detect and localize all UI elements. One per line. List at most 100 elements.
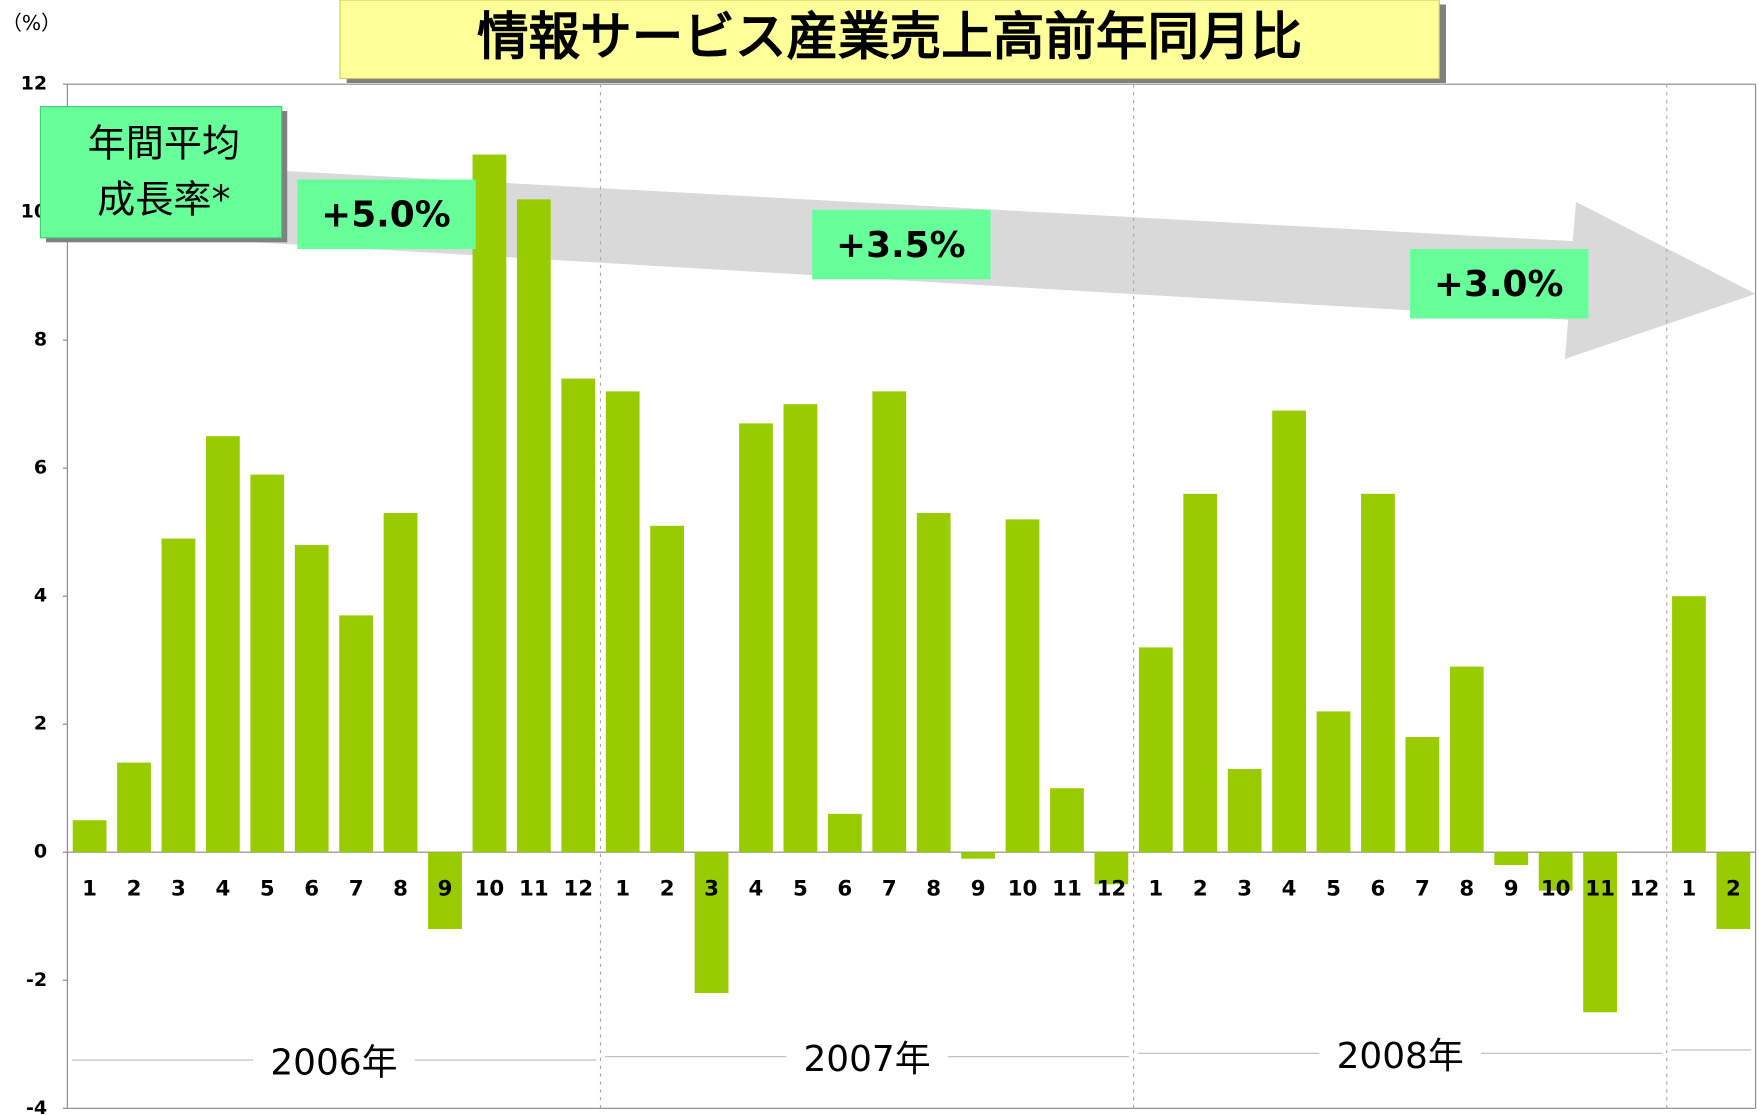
bar xyxy=(339,615,374,853)
chart-title: 情報サービス産業売上高前年同月比 xyxy=(477,7,1302,67)
bar xyxy=(1005,519,1040,853)
x-tick-label: 9 xyxy=(438,877,453,902)
bar xyxy=(827,813,862,853)
x-tick-label: 7 xyxy=(882,877,897,902)
bar xyxy=(1094,852,1129,885)
year-label: 2008年 xyxy=(1337,1036,1464,1077)
growth-rate-box xyxy=(297,179,476,250)
x-tick-label: 1 xyxy=(1148,877,1163,902)
bar xyxy=(872,391,907,853)
bar xyxy=(1672,596,1706,853)
x-tick-label: 7 xyxy=(1415,877,1430,902)
bar xyxy=(561,378,596,853)
bar xyxy=(694,852,729,994)
bar xyxy=(1716,852,1751,930)
year-label: 2006年 xyxy=(270,1043,397,1084)
growth-rate: +3.5% xyxy=(836,225,966,266)
bar xyxy=(1361,493,1395,853)
x-tick-label: 5 xyxy=(1326,877,1341,902)
bar xyxy=(1316,711,1351,853)
y-tick-label: 8 xyxy=(34,329,47,351)
bar xyxy=(1405,737,1440,853)
x-tick-label: 1 xyxy=(615,877,630,902)
x-tick-label: 12 xyxy=(1097,877,1127,902)
bar xyxy=(1583,852,1617,1013)
x-tick-label: 4 xyxy=(749,877,764,902)
growth-rate: +3.0% xyxy=(1434,264,1564,305)
x-tick-label: 2 xyxy=(1726,877,1741,902)
title-box xyxy=(339,0,1440,80)
x-tick-label: 2 xyxy=(127,877,142,902)
bar xyxy=(516,199,551,853)
bar xyxy=(428,852,462,930)
bar xyxy=(650,525,685,853)
growth-box-label: 年間平均 xyxy=(88,121,241,165)
bar xyxy=(294,544,329,853)
x-tick-label: 4 xyxy=(215,877,230,902)
bar xyxy=(161,538,196,853)
x-tick-label: 6 xyxy=(1371,877,1386,902)
bar xyxy=(250,474,285,853)
y-tick-label: -4 xyxy=(26,1097,47,1115)
bar xyxy=(72,820,107,853)
x-tick-label: 9 xyxy=(971,877,986,902)
x-tick-label: 10 xyxy=(475,877,505,902)
x-tick-label: 11 xyxy=(519,877,549,902)
bar xyxy=(1272,410,1306,853)
growth-box xyxy=(39,106,283,239)
bar xyxy=(1449,666,1484,853)
growth-rate-box xyxy=(1410,249,1589,319)
x-tick-label: 3 xyxy=(704,877,719,902)
x-tick-label: 7 xyxy=(349,877,364,902)
overlay: 1 2 3 4 5 6 7 8 9 10 11 12 1 2 3 4 5 6 7 8 9 10 11 12 1 2 3 4 5 6 7 8 9 1… xyxy=(39,106,1752,1084)
y-tick-label: 0 xyxy=(34,841,47,863)
y-tick-label: 6 xyxy=(34,457,47,479)
bar xyxy=(383,512,418,853)
x-tick-label: 3 xyxy=(171,877,186,902)
y-tick-label: -2 xyxy=(26,969,47,991)
bar xyxy=(1138,647,1173,853)
x-tick-label: 6 xyxy=(837,877,852,902)
bar xyxy=(1183,493,1218,853)
bar xyxy=(472,154,507,853)
x-tick-label: 5 xyxy=(260,877,275,902)
x-tick-label: 12 xyxy=(1630,877,1660,902)
x-tick-label: 12 xyxy=(563,877,593,902)
trend-arrow xyxy=(235,168,1756,359)
x-tick-label: 11 xyxy=(1052,877,1082,902)
bar xyxy=(117,762,151,853)
x-tick-label: 11 xyxy=(1585,877,1615,902)
x-tick-label: 1 xyxy=(1682,877,1697,902)
growth-box-label: 成長率* xyxy=(97,177,230,221)
bar xyxy=(916,512,951,853)
bar xyxy=(1050,788,1084,853)
x-tick-label: 2 xyxy=(1193,877,1208,902)
x-tick-label: 5 xyxy=(793,877,808,902)
x-tick-label: 1 xyxy=(82,877,97,902)
bar xyxy=(783,404,818,853)
x-tick-label: 3 xyxy=(1237,877,1252,902)
x-tick-label: 9 xyxy=(1504,877,1519,902)
bar xyxy=(1494,852,1529,866)
y-tick-label: 2 xyxy=(34,713,47,735)
x-tick-label: 10 xyxy=(1541,877,1571,902)
x-tick-label: 6 xyxy=(304,877,319,902)
bar xyxy=(1538,852,1573,891)
y-unit: （%） xyxy=(2,11,62,35)
x-tick-label: 8 xyxy=(926,877,941,902)
x-tick-label: 4 xyxy=(1282,877,1297,902)
year-label: 2007年 xyxy=(803,1039,930,1080)
y-tick-label: 12 xyxy=(21,73,48,95)
bar xyxy=(961,852,995,859)
bar xyxy=(739,423,773,853)
x-tick-label: 8 xyxy=(1459,877,1474,902)
x-tick-label: 2 xyxy=(660,877,675,902)
growth-rate-box xyxy=(812,209,991,280)
x-tick-label: 10 xyxy=(1008,877,1038,902)
bar xyxy=(205,436,240,853)
x-tick-label: 8 xyxy=(393,877,408,902)
bar xyxy=(1227,769,1262,853)
growth-rate: +5.0% xyxy=(321,194,451,235)
